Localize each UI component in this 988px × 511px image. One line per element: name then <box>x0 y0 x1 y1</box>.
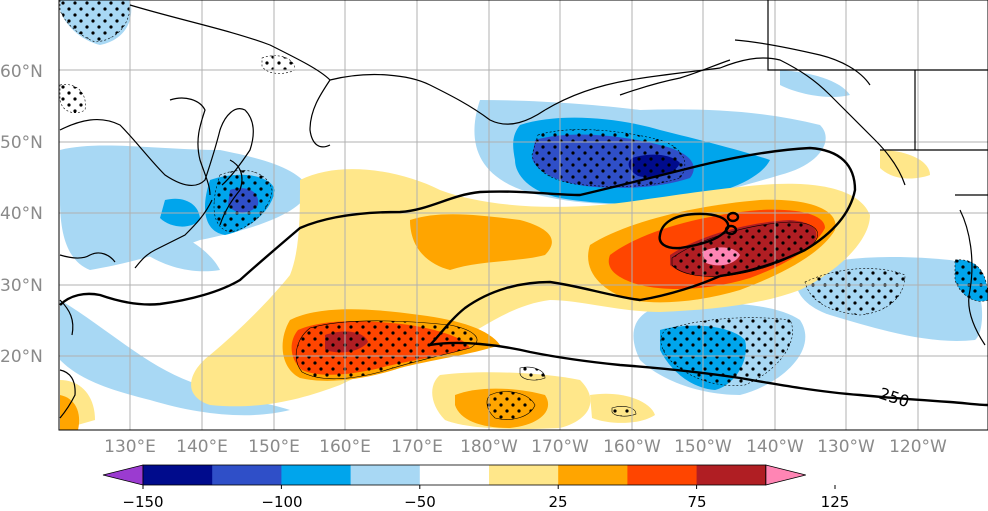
lat-label: 40°N <box>0 204 43 224</box>
map-frame <box>58 0 988 431</box>
colorbar-tick-label: −50 <box>404 493 436 511</box>
colorbar-tick-label: −150 <box>122 493 163 511</box>
colorbar-segment <box>281 465 352 485</box>
lon-label: 140°W <box>746 437 804 457</box>
colorbar-segment <box>627 465 698 485</box>
lat-label: 60°N <box>0 62 43 82</box>
lon-label: 130°E <box>104 437 156 457</box>
latitude-labels: 60°N 50°N 40°N 30°N 20°N <box>0 62 43 367</box>
colorbar-max-extension <box>765 464 806 486</box>
lon-label: 150°E <box>248 437 300 457</box>
lat-label: 30°N <box>0 276 43 296</box>
lat-label: 50°N <box>0 133 43 153</box>
colorbar-tick-label: −100 <box>261 493 302 511</box>
lon-label: 170°E <box>391 437 443 457</box>
colorbar-segment <box>212 465 282 485</box>
colorbar-segment <box>696 465 767 485</box>
colorbar-segment <box>350 465 421 485</box>
colorbar-tick-label: 125 <box>821 493 850 511</box>
colorbar <box>102 464 836 489</box>
lon-label: 130°W <box>817 437 875 457</box>
lon-label: 170°W <box>531 437 589 457</box>
coastlines <box>59 0 988 419</box>
lon-label: 120°W <box>889 437 947 457</box>
colorbar-tick-label: 75 <box>687 493 706 511</box>
colorbar-frame <box>142 464 767 486</box>
colorbar-tick-label: 25 <box>548 493 567 511</box>
graticule <box>59 0 988 430</box>
colorbar-segment <box>143 465 213 485</box>
colorbar-segment <box>489 465 559 485</box>
lon-label: 180°W <box>460 437 518 457</box>
longitude-labels: 130°E 140°E 150°E 160°E 170°E 180°W 170°… <box>104 437 947 457</box>
colorbar-min-extension <box>102 464 144 486</box>
lon-label: 160°W <box>603 437 661 457</box>
lon-label: 150°W <box>674 437 732 457</box>
lon-label: 140°E <box>176 437 228 457</box>
lat-label: 20°N <box>0 347 43 367</box>
colorbar-tick-labels: −150 −100 −50 25 75 125 <box>122 493 849 511</box>
colorbar-segment <box>558 465 628 485</box>
lon-label: 160°E <box>319 437 371 457</box>
colorbar-segment <box>419 465 490 485</box>
significance-stippling <box>59 0 988 420</box>
contour-lines <box>59 146 988 407</box>
